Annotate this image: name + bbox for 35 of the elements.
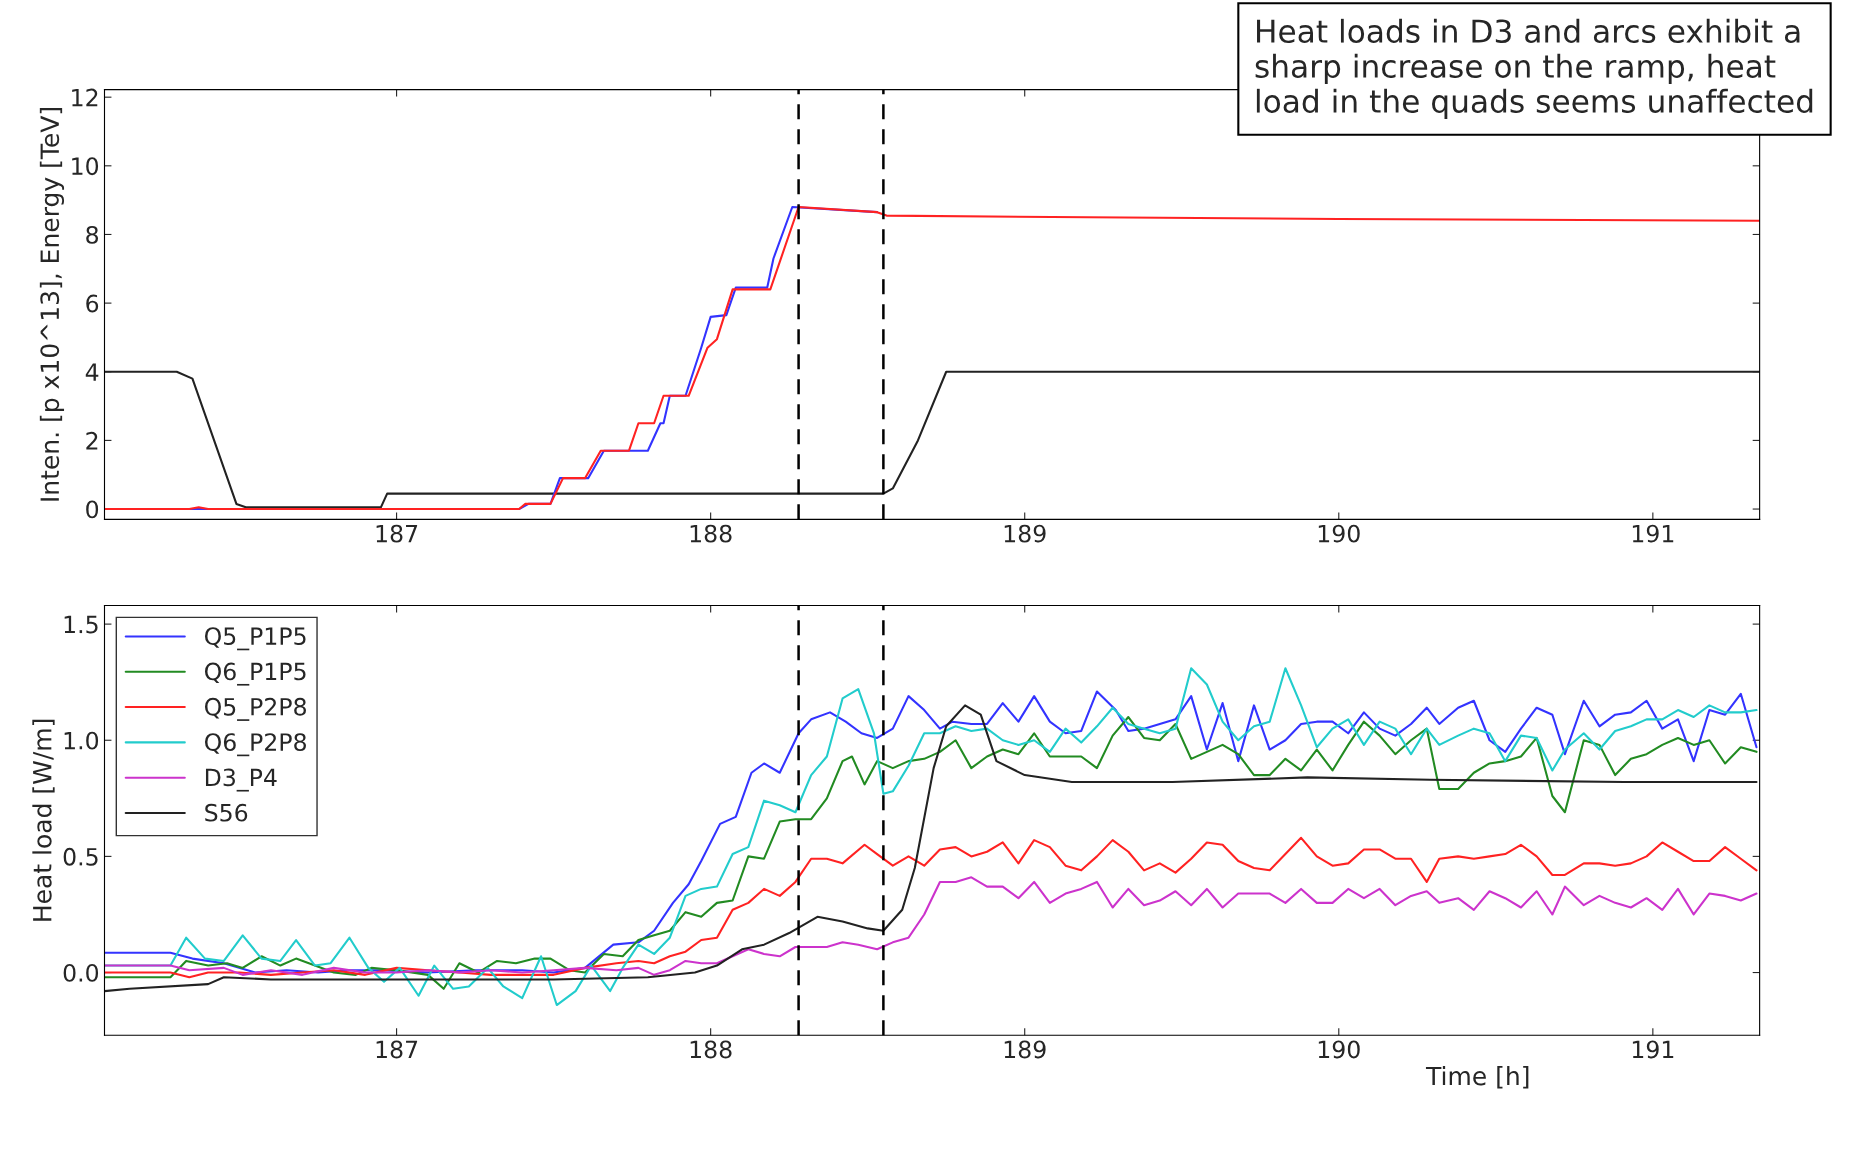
line-series — [104, 836, 1758, 979]
y-tick-label: 4 — [85, 363, 99, 381]
x-tick-label: 190 — [1318, 524, 1360, 543]
y-tick-label: 1.5 — [64, 615, 98, 634]
x-tick-label: 190 — [1318, 1040, 1360, 1059]
y-tick-label: 6 — [86, 294, 99, 313]
y-tick-label: 1.0 — [64, 731, 99, 750]
y-tick-label: 0.5 — [63, 847, 98, 866]
x-tick-label: 189 — [1004, 1040, 1046, 1059]
legend-label: D3_P4 — [205, 768, 277, 792]
x-axis-title: Time [h] — [1425, 1066, 1529, 1089]
legend-label: Q6_P1P5 — [204, 662, 306, 686]
x-tick-label: 188 — [690, 524, 732, 543]
y-tick-label: 0 — [86, 500, 99, 519]
legend-label: Q5_P2P8 — [204, 697, 306, 721]
line-series — [104, 205, 1760, 511]
y-tick-label: 10 — [72, 157, 99, 176]
line-series — [104, 370, 1760, 509]
annotation: Heat loads in D3 and arcs exhibit a sharp increase on the ramp, heat load in the quads seems unaffected — [1255, 18, 1813, 120]
y-axis-title: Heat load [W/m] — [32, 719, 55, 921]
x-tick-label: 187 — [376, 1040, 418, 1059]
x-tick-label: 187 — [376, 524, 418, 543]
x-tick-label: 188 — [690, 1040, 732, 1059]
y-axis-title: Inten. [p x10^13], Energy [TeV] — [39, 108, 65, 501]
y-tick-label: 8 — [86, 225, 99, 244]
legend-label: Q6_P2P8 — [204, 733, 306, 757]
legend-label: Q5_P1P5 — [204, 627, 306, 651]
x-tick-label: 191 — [1632, 1040, 1674, 1059]
x-tick-label: 191 — [1632, 524, 1674, 543]
line-series — [104, 876, 1758, 976]
y-tick-label: 2 — [86, 431, 98, 450]
y-tick-label: 0.0 — [63, 963, 99, 982]
legend-label: S56 — [205, 803, 248, 822]
y-tick-label: 12 — [72, 88, 98, 107]
x-tick-label: 189 — [1004, 524, 1046, 543]
